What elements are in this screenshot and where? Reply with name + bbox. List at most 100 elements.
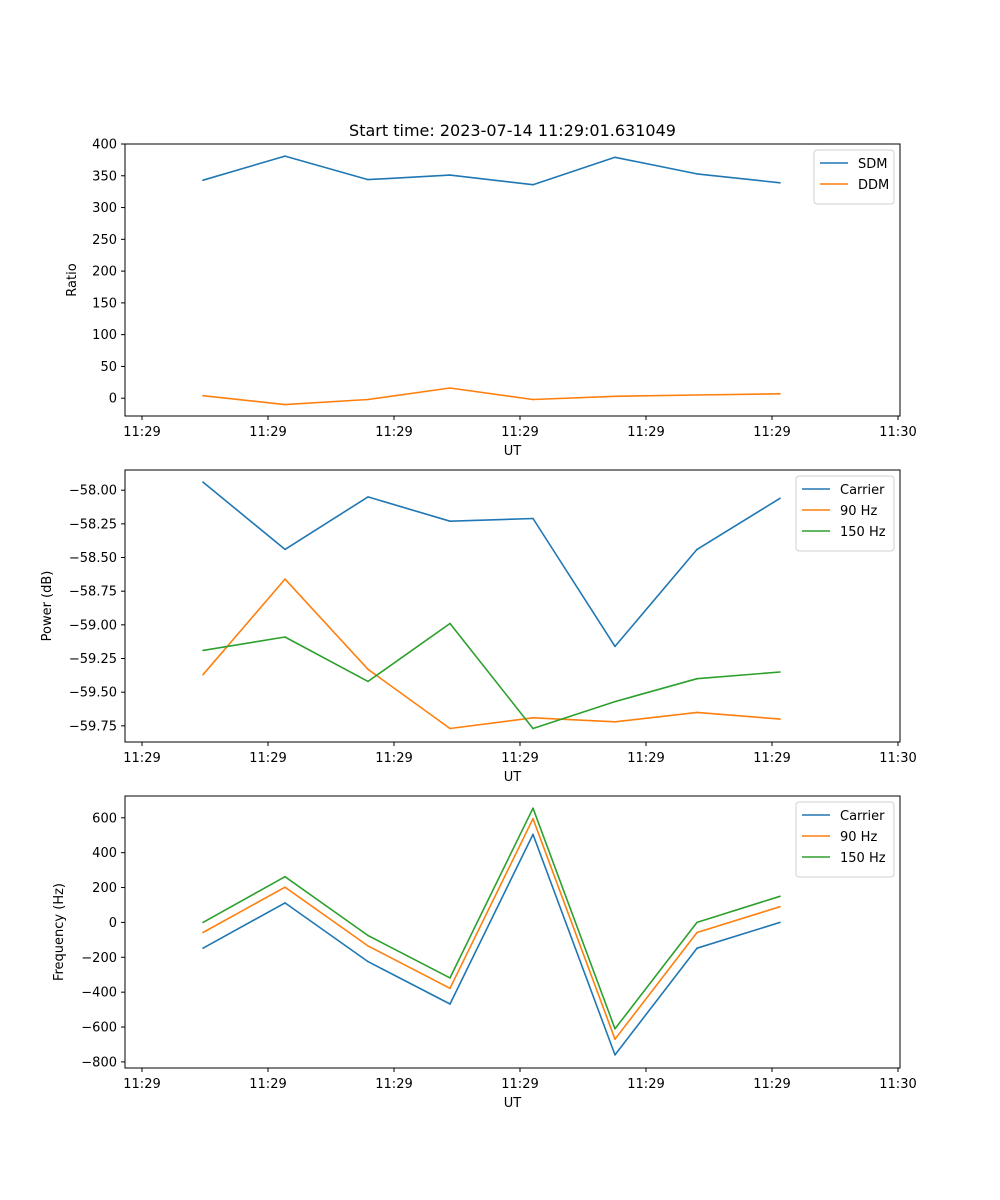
data-point-150-hz bbox=[449, 622, 451, 625]
x-tick-label: 11:29 bbox=[123, 1077, 160, 1092]
data-point-carrier bbox=[202, 481, 204, 483]
series-line-sdm bbox=[202, 155, 781, 186]
y-tick-label: −59.50 bbox=[69, 686, 117, 701]
data-point-150-hz bbox=[284, 636, 286, 638]
x-tick-label: 11:30 bbox=[879, 751, 916, 766]
data-point-carrier bbox=[532, 833, 534, 836]
data-point-90-hz bbox=[284, 886, 286, 888]
y-tick-label: −59.00 bbox=[69, 618, 117, 633]
x-tick-label: 11:29 bbox=[375, 425, 412, 440]
data-point-90-hz bbox=[779, 718, 781, 720]
legend-label: DDM bbox=[858, 178, 889, 193]
data-point-90-hz bbox=[532, 717, 534, 719]
panel-2: 11:29 11:29 11:29 11:29 11:29 11:29 11:30 −58.0… bbox=[40, 469, 917, 785]
series-line-carrier bbox=[202, 481, 781, 648]
x-tick-label: 11:29 bbox=[123, 751, 160, 766]
x-tick-label: 11:29 bbox=[627, 425, 664, 440]
data-point-carrier bbox=[696, 947, 698, 949]
y-tick-label: 50 bbox=[100, 360, 117, 375]
y-tick-label: 0 bbox=[109, 916, 117, 931]
y-axis-label: Ratio bbox=[65, 263, 80, 296]
panels: 11:29 11:29 11:29 11:29 11:29 11:29 11:30 0 50 10… bbox=[40, 138, 917, 1112]
data-point-sdm bbox=[449, 174, 451, 176]
x-tick-label: 11:29 bbox=[753, 1077, 790, 1092]
data-point-sdm bbox=[367, 178, 369, 181]
data-point-150-hz bbox=[696, 677, 698, 680]
data-point-150-hz bbox=[532, 727, 534, 730]
data-point-carrier bbox=[284, 902, 286, 904]
data-point-90-hz bbox=[284, 578, 286, 580]
y-tick-label: −58.50 bbox=[69, 551, 117, 566]
data-point-ddm bbox=[532, 398, 534, 401]
y-tick-label: 350 bbox=[92, 169, 117, 184]
data-point-ddm bbox=[614, 395, 616, 398]
y-tick-label: 150 bbox=[92, 296, 117, 311]
series-line-90-hz bbox=[202, 817, 781, 1040]
x-tick-label: 11:29 bbox=[627, 751, 664, 766]
data-point-ddm bbox=[696, 394, 698, 396]
plot-frame bbox=[124, 143, 901, 417]
data-point-sdm bbox=[696, 173, 698, 175]
legend-box bbox=[795, 475, 895, 552]
x-axis-label: UT bbox=[504, 444, 522, 459]
data-point-carrier bbox=[779, 921, 781, 924]
data-point-ddm bbox=[367, 398, 369, 401]
data-point-90-hz bbox=[532, 817, 534, 820]
series-line-150-hz bbox=[202, 622, 781, 730]
plot-frame bbox=[124, 469, 901, 743]
y-axis-label: Frequency (Hz) bbox=[52, 883, 67, 981]
legend-label: 90 Hz bbox=[840, 504, 877, 519]
legend-label: Carrier bbox=[840, 809, 885, 824]
data-point-90-hz bbox=[779, 905, 781, 908]
legend: SDM DDM bbox=[813, 149, 895, 205]
data-point-90-hz bbox=[367, 945, 369, 947]
data-point-90-hz bbox=[367, 668, 369, 671]
x-tick-label: 11:29 bbox=[501, 425, 538, 440]
data-point-150-hz bbox=[532, 807, 534, 809]
x-tick-label: 11:29 bbox=[753, 425, 790, 440]
data-point-90-hz bbox=[614, 1038, 616, 1040]
data-point-ddm bbox=[779, 393, 781, 395]
data-point-sdm bbox=[284, 155, 286, 157]
data-point-ddm bbox=[202, 394, 204, 397]
y-tick-label: 600 bbox=[92, 811, 117, 826]
data-point-150-hz bbox=[367, 934, 369, 937]
y-tick-label: −59.75 bbox=[69, 719, 117, 734]
data-point-90-hz bbox=[202, 931, 204, 934]
data-point-90-hz bbox=[202, 673, 204, 676]
legend-label: 150 Hz bbox=[840, 525, 886, 540]
data-point-150-hz bbox=[696, 921, 698, 924]
y-tick-label: −58.00 bbox=[69, 484, 117, 499]
x-tick-label: 11:29 bbox=[501, 1077, 538, 1092]
series-line-90-hz bbox=[202, 578, 781, 730]
data-point-90-hz bbox=[449, 987, 451, 990]
y-tick-label: 200 bbox=[92, 265, 117, 280]
data-point-90-hz bbox=[696, 711, 698, 714]
data-point-carrier bbox=[284, 548, 286, 551]
y-tick-label: −600 bbox=[81, 1021, 117, 1036]
plot-frame bbox=[124, 795, 901, 1069]
data-point-carrier bbox=[696, 548, 698, 551]
y-tick-label: 0 bbox=[109, 392, 117, 407]
data-point-carrier bbox=[449, 1003, 451, 1005]
x-tick-label: 11:29 bbox=[753, 751, 790, 766]
data-point-150-hz bbox=[367, 680, 369, 683]
data-point-150-hz bbox=[614, 1028, 616, 1030]
y-tick-label: −400 bbox=[81, 986, 117, 1001]
data-point-150-hz bbox=[284, 875, 286, 878]
data-point-ddm bbox=[449, 387, 451, 389]
x-tick-label: 11:29 bbox=[249, 425, 286, 440]
panel-1: 11:29 11:29 11:29 11:29 11:29 11:29 11:30 0 50 10… bbox=[65, 138, 917, 460]
data-point-ddm bbox=[284, 403, 286, 406]
data-point-90-hz bbox=[696, 931, 698, 934]
legend-label: SDM bbox=[858, 157, 887, 172]
data-point-carrier bbox=[532, 517, 534, 520]
legend-label: Carrier bbox=[840, 483, 885, 498]
x-axis-label: UT bbox=[504, 1096, 522, 1111]
data-point-carrier bbox=[202, 947, 204, 949]
data-point-150-hz bbox=[779, 895, 781, 898]
y-tick-label: −58.75 bbox=[69, 585, 117, 600]
x-tick-label: 11:30 bbox=[879, 1077, 916, 1092]
series-line-ddm bbox=[202, 387, 781, 406]
